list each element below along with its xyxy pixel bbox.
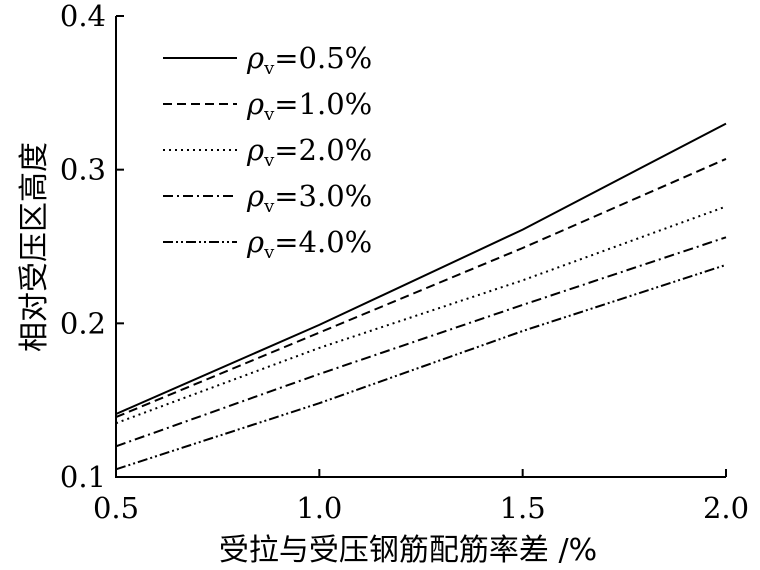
y-axis-title: 相对受压区高度 — [17, 142, 52, 352]
ticks: 0.5 1.0 1.5 2.0 0.1 0.2 0.3 0.4 — [60, 0, 749, 525]
legend-item: ρv=0.5% — [163, 41, 372, 79]
y-tick-label: 0.3 — [60, 153, 106, 187]
series-line-5 — [115, 263, 727, 471]
legend: ρv=0.5% ρv=1.0% ρv=2.0% ρv=3.0% ρv=4.0% — [163, 41, 372, 263]
legend-label: ρv=4.0% — [246, 225, 372, 263]
series-line-2 — [115, 157, 727, 419]
x-tick-label: 2.0 — [703, 491, 749, 525]
legend-item: ρv=2.0% — [163, 133, 372, 171]
x-axis-title: 受拉与受压钢筋配筋率差 /% — [219, 533, 597, 568]
y-tick-label: 0.2 — [60, 306, 106, 340]
axes — [115, 16, 726, 478]
x-tick-label: 1.5 — [500, 491, 546, 525]
series-lines — [115, 122, 727, 471]
series-line-4 — [115, 236, 727, 448]
y-tick-label: 0.4 — [60, 0, 106, 33]
series-line-1 — [115, 122, 727, 415]
x-tick-label: 0.5 — [93, 491, 139, 525]
legend-label: ρv=0.5% — [246, 41, 372, 79]
series-line-3 — [115, 205, 727, 425]
legend-item: ρv=4.0% — [163, 225, 372, 263]
legend-label: ρv=1.0% — [246, 87, 372, 125]
legend-label: ρv=3.0% — [246, 179, 372, 217]
legend-item: ρv=3.0% — [163, 179, 372, 217]
y-tick-label: 0.1 — [60, 460, 106, 494]
x-tick-label: 1.0 — [296, 491, 342, 525]
legend-item: ρv=1.0% — [163, 87, 372, 125]
legend-label: ρv=2.0% — [246, 133, 372, 171]
